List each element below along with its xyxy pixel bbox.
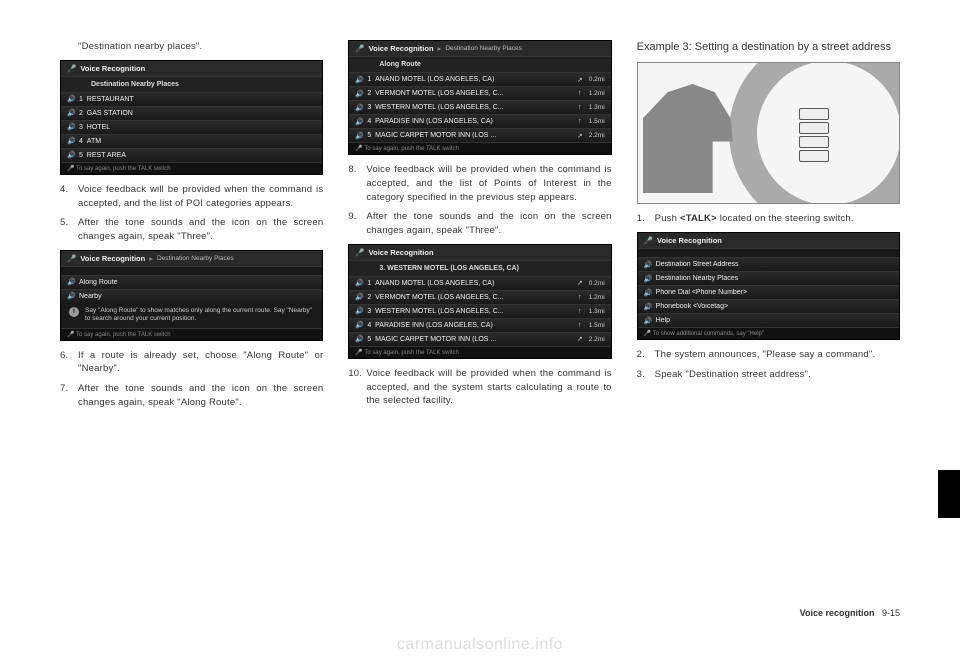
column-3: Example 3: Setting a destination by a st… — [637, 40, 900, 600]
mic-icon: 🎤 — [355, 44, 364, 53]
steering-wheel-image — [637, 62, 900, 204]
mic-icon: 🎤 — [67, 254, 76, 263]
screenshot-voice-commands: 🎤 Voice Recognition 🔊Destination Street … — [637, 232, 900, 340]
column-2: 🎤 Voice Recognition ▸ Destination Nearby… — [348, 40, 611, 600]
example-heading: Example 3: Setting a destination by a st… — [637, 40, 900, 54]
screenshot-along-nearby: 🎤 Voice Recognition ▸ Destination Nearby… — [60, 250, 323, 341]
screenshot-along-route-list: 🎤 Voice Recognition ▸ Destination Nearby… — [348, 40, 611, 155]
section-tab — [938, 470, 960, 518]
screenshot-selection: 🎤 Voice Recognition 3. WESTERN MOTEL (LO… — [348, 244, 611, 359]
screenshot-poi-categories: 🎤 Voice Recognition Destination Nearby P… — [60, 60, 323, 175]
page-footer: Voice recognition 9-15 — [800, 608, 900, 618]
mic-icon: 🎤 — [67, 64, 76, 73]
intro-text: "Destination nearby places". — [60, 40, 323, 54]
hand-icon — [643, 78, 743, 193]
mic-icon: 🎤 — [644, 236, 653, 245]
info-icon: i — [69, 307, 79, 317]
mic-icon: 🎤 — [355, 248, 364, 257]
watermark: carmanualsonline.info — [0, 636, 960, 654]
column-1: "Destination nearby places". 🎤 Voice Rec… — [60, 40, 323, 600]
steering-buttons-icon — [799, 108, 829, 162]
